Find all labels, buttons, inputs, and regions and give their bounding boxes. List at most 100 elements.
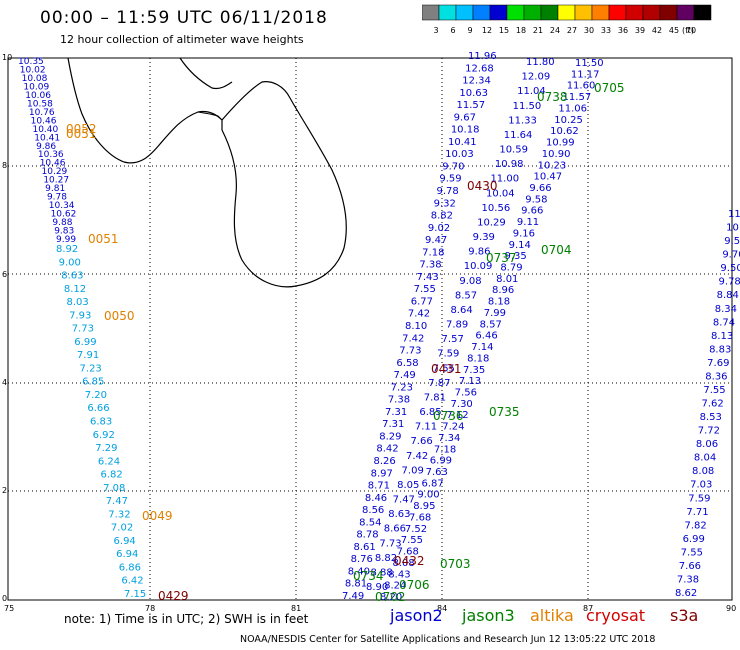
- legend-unit-label: (ft): [682, 26, 694, 35]
- wave-height-value: 8.78: [356, 530, 378, 541]
- footer-credit: NOAA/NESDIS Center for Satellite Applica…: [240, 634, 656, 645]
- wave-height-value: 10.41: [448, 137, 477, 148]
- x-tick: 90: [726, 604, 736, 613]
- wave-height-value: 7.34: [438, 433, 460, 444]
- wave-height-value: 7.73: [379, 538, 401, 549]
- wave-height-value: 12.68: [465, 63, 494, 74]
- wave-height-value: 9.81: [45, 184, 65, 194]
- wave-height-value: 9.47: [425, 235, 447, 246]
- x-tick: 87: [583, 604, 593, 613]
- wave-height-value: 9.5: [724, 236, 740, 247]
- legend-tick-label: 3: [433, 26, 438, 35]
- wave-height-value: 8.81: [345, 579, 367, 590]
- x-tick: 78: [145, 604, 155, 613]
- wave-height-value: 10.09: [23, 82, 49, 92]
- wave-height-value: 6.77: [411, 296, 433, 307]
- satellite-jason2: jason2: [390, 606, 443, 625]
- wave-height-value: 7.30: [451, 399, 473, 410]
- wave-height-value: 9.78: [437, 186, 459, 197]
- wave-height-value: 6.46: [475, 331, 497, 342]
- pass-time-label: 0430: [467, 179, 498, 193]
- wave-height-value: 7.68: [397, 547, 419, 558]
- legend-tick-label: 15: [499, 26, 509, 35]
- wave-height-value: 7.66: [679, 561, 701, 572]
- wave-height-value: 8.18: [467, 353, 489, 364]
- wave-height-value: 8.64: [450, 305, 472, 316]
- wave-height-value: 7.49: [394, 370, 416, 381]
- wave-height-value: 7.18: [434, 444, 456, 455]
- wave-height-value: 8.13: [711, 331, 733, 342]
- wave-height-value: 6.58: [396, 358, 418, 369]
- wave-height-value: 9.66: [521, 206, 543, 217]
- wave-height-value: 8.66: [384, 524, 406, 535]
- wave-height-value: 7.15: [124, 589, 146, 600]
- wave-height-value: 10.23: [538, 160, 567, 171]
- wave-height-value: 7.56: [455, 387, 477, 398]
- wave-height-value: 10.06: [25, 91, 51, 101]
- wave-height-value: 10.47: [534, 172, 563, 183]
- pass-time-label: 0734: [353, 569, 384, 583]
- wave-height-value: 11.17: [571, 69, 600, 80]
- wave-height-value: 6.42: [121, 576, 143, 587]
- legend-tick-label: 45: [669, 26, 679, 35]
- wave-height-value: 8.08: [392, 558, 414, 569]
- pass-time-label: 0737: [486, 251, 517, 265]
- wave-height-value: 7.81: [424, 392, 446, 403]
- wave-height-value: 10.40: [32, 125, 58, 135]
- wave-height-value: 7.08: [103, 483, 125, 494]
- page-subtitle: 12 hour collection of altimeter wave hei…: [60, 33, 304, 46]
- wave-height-value: 9.99: [56, 235, 76, 245]
- wave-height-value: 9.70: [722, 250, 740, 261]
- wave-height-value: 7.47: [106, 496, 128, 507]
- wave-height-value: 7.42: [402, 333, 424, 344]
- wave-height-value: 8.61: [353, 542, 375, 553]
- x-tick: 84: [437, 604, 447, 613]
- wave-height-value: 9.00: [417, 490, 439, 501]
- wave-height-value: 6.86: [119, 562, 141, 573]
- wave-height-value: 8.40: [348, 566, 370, 577]
- legend-tick-label: 39: [635, 26, 645, 35]
- wave-height-value: 7.13: [459, 376, 481, 387]
- wave-height-value: 10.59: [499, 145, 528, 156]
- wave-height-value: 8.76: [351, 554, 373, 565]
- wave-height-value: 7.11: [415, 422, 437, 433]
- wave-height-value: 9.58: [525, 194, 547, 205]
- wave-height-value: 7.71: [686, 507, 708, 518]
- legend-tick-label: 30: [584, 26, 594, 35]
- wave-height-value: 10.03: [445, 149, 474, 160]
- y-tick: 10: [2, 53, 12, 62]
- wave-height-value: 8.12: [64, 284, 86, 295]
- wave-height-value: 10.: [726, 223, 740, 234]
- wave-height-value: 8.24: [384, 581, 406, 592]
- wave-height-value: 7.62: [702, 399, 724, 410]
- wave-height-value: 6.83: [90, 417, 112, 428]
- pass-time-label: 0706: [399, 578, 430, 592]
- wave-height-value: 7.02: [111, 523, 133, 534]
- wave-height-value: 7.91: [77, 350, 99, 361]
- wave-height-value: 7.66: [410, 436, 432, 447]
- wave-height-value: 12.34: [462, 76, 491, 87]
- wave-height-value: 7.59: [688, 493, 710, 504]
- wave-height-value: 8.20: [380, 592, 402, 603]
- wave-height-value: 8.63: [388, 509, 410, 520]
- wave-height-value: 6.87: [421, 478, 443, 489]
- x-tick: 75: [4, 604, 14, 613]
- wave-height-value: 7.31: [385, 407, 407, 418]
- wave-height-value: 12.09: [522, 72, 551, 83]
- wave-height-value: 7.09: [402, 465, 424, 476]
- wave-height-value: 6.94: [114, 536, 136, 547]
- wave-height-value: 7.63: [426, 467, 448, 478]
- wave-height-value: 7.42: [408, 309, 430, 320]
- wave-height-value: 7.20: [85, 390, 107, 401]
- wave-height-value: 8.42: [376, 444, 398, 455]
- wave-height-value: 7.82: [684, 520, 706, 531]
- wave-height-value: 11.60: [567, 81, 596, 92]
- wave-height-value: 10.25: [554, 115, 583, 126]
- wave-height-value: 9.02: [428, 223, 450, 234]
- wave-height-value: 11.04: [517, 86, 546, 97]
- wave-height-value: 8.84: [717, 290, 739, 301]
- wave-height-value: 8.82: [431, 211, 453, 222]
- wave-height-value: 8.04: [694, 453, 716, 464]
- wave-height-value: 10.76: [29, 108, 55, 118]
- wave-height-value: 9.70: [442, 161, 464, 172]
